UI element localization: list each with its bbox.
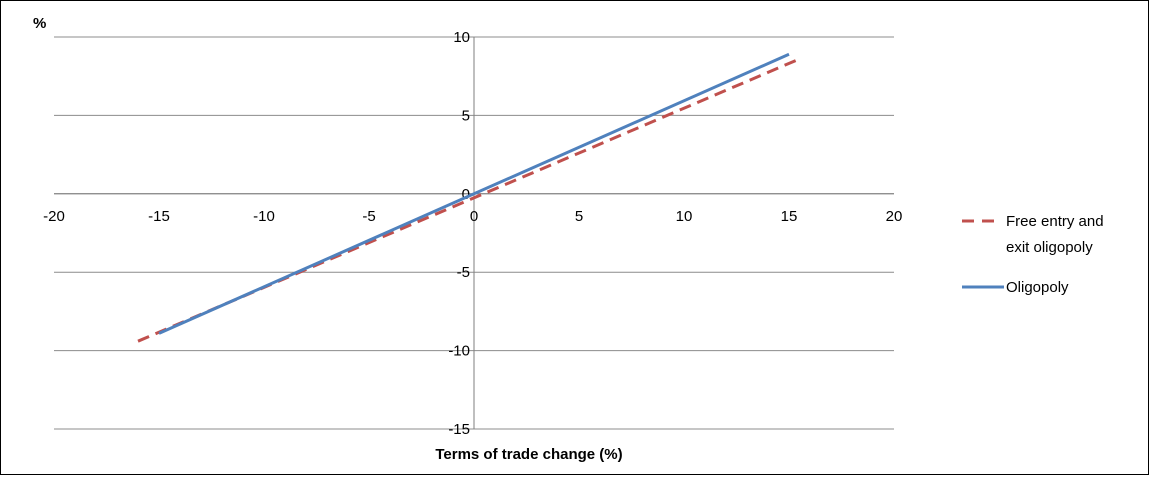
y-tick-label--5: -5 bbox=[457, 264, 470, 281]
x-tick-labels: -20 -15 -10 -5 0 5 10 15 20 bbox=[43, 208, 902, 225]
series-lines bbox=[137, 52, 801, 343]
axes bbox=[54, 37, 894, 429]
y-axis-label: % bbox=[33, 15, 46, 32]
y-tick-label--15: -15 bbox=[448, 421, 470, 438]
x-tick-label--15: -15 bbox=[148, 208, 170, 225]
y-tick-label--10: -10 bbox=[448, 343, 470, 360]
x-axis-label: Terms of trade change (%) bbox=[435, 446, 622, 463]
x-tick-label--20: -20 bbox=[43, 208, 65, 225]
x-tick-label-20: 20 bbox=[886, 208, 903, 225]
legend-label-oligopoly: Oligopoly bbox=[1006, 279, 1069, 296]
x-tick-label-15: 15 bbox=[781, 208, 798, 225]
x-tick-label--5: -5 bbox=[362, 208, 375, 225]
legend-label-free-entry-line2: exit oligopoly bbox=[1006, 239, 1093, 256]
series-line-oligopoly bbox=[158, 52, 790, 335]
legend: Free entry and exit oligopoly Oligopoly bbox=[962, 213, 1104, 296]
x-tick-label-0: 0 bbox=[470, 208, 478, 225]
x-tick-label--10: -10 bbox=[253, 208, 275, 225]
x-tick-label-10: 10 bbox=[676, 208, 693, 225]
y-tick-labels: -15 -10 -5 0 5 10 bbox=[448, 29, 470, 438]
legend-label-free-entry-line1: Free entry and bbox=[1006, 213, 1104, 230]
y-tick-label-5: 5 bbox=[462, 107, 470, 124]
y-tick-label-0: 0 bbox=[462, 186, 470, 203]
y-tick-label-10: 10 bbox=[453, 29, 470, 46]
x-tick-label-5: 5 bbox=[575, 208, 583, 225]
